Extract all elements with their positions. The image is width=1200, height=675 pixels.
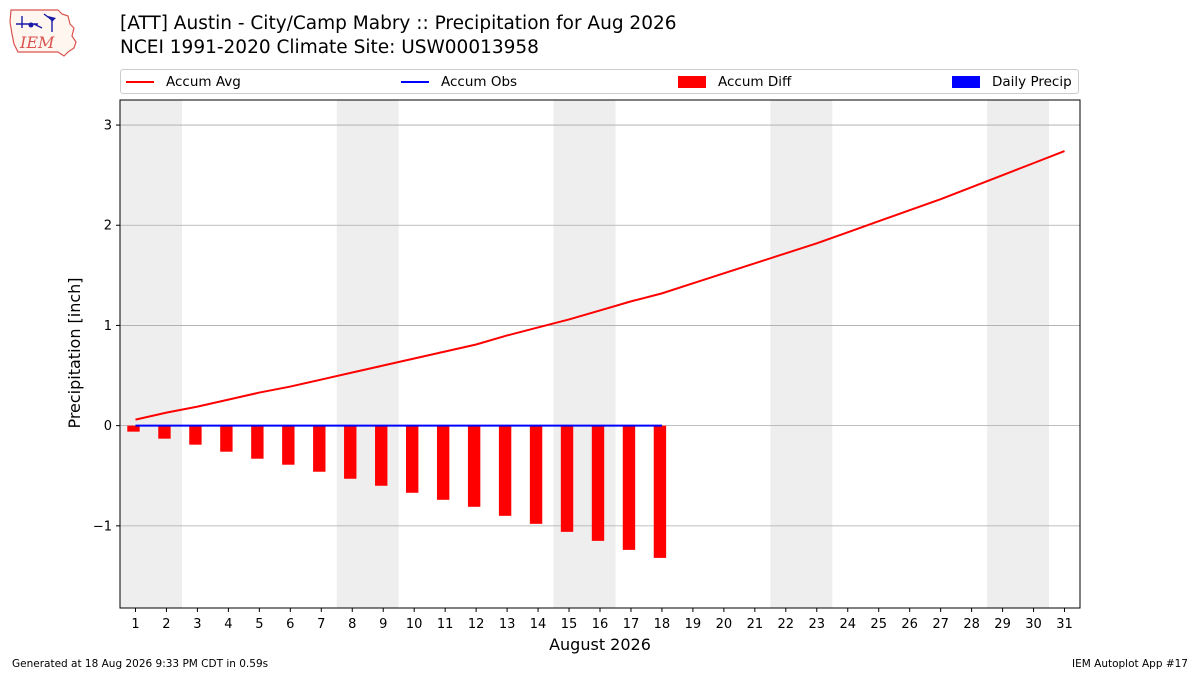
weekend-band [987, 100, 1050, 608]
x-tick-label: 8 [348, 617, 356, 632]
y-tick-label: −1 [93, 519, 112, 534]
x-tick-label: 17 [623, 617, 640, 632]
weekend-band [120, 100, 182, 608]
x-tick-label: 4 [224, 617, 232, 632]
accum-diff-bar [622, 425, 636, 550]
x-tick-label: 19 [685, 617, 702, 632]
chart-title: [ATT] Austin - City/Camp Mabry :: Precip… [120, 13, 677, 34]
weekend-band [336, 100, 399, 608]
x-tick-label: 24 [839, 617, 856, 632]
x-tick-label: 14 [530, 617, 547, 632]
legend-label-accum-avg: Accum Avg [166, 73, 241, 90]
legend-swatch-accum-diff [678, 75, 706, 88]
x-tick-label: 28 [963, 617, 980, 632]
accum-diff-bar [436, 425, 450, 500]
legend-swatch-accum-obs [401, 80, 429, 83]
x-tick-label: 20 [716, 617, 733, 632]
x-tick-label: 3 [193, 617, 201, 632]
y-tick-label: 2 [104, 219, 112, 234]
legend-swatch-accum-avg [126, 80, 154, 83]
y-axis-ticks: 3 2 1 0 −1 [93, 119, 120, 534]
x-tick-label: 18 [654, 617, 671, 632]
chart-legend: Accum Avg Accum Obs Accum Diff Daily Pre… [120, 69, 1079, 94]
x-tick-label: 7 [317, 617, 325, 632]
x-tick-label: 6 [286, 617, 294, 632]
accum-diff-bar [251, 425, 264, 459]
x-tick-label: 22 [778, 617, 795, 632]
accum-diff-bar [220, 425, 233, 452]
accum-diff-bar [158, 425, 171, 439]
x-tick-label: 10 [406, 617, 423, 632]
x-axis-ticks: 1 2 3 4 5 6 7 8 9 10 11 12 13 14 15 16 17 18 19 20 21 22 23 24 2… [131, 608, 1073, 632]
x-tick-label: 16 [592, 617, 609, 632]
x-tick-label: 30 [1025, 617, 1042, 632]
chart-subtitle: NCEI 1991-2020 Climate Site: USW00013958 [120, 37, 539, 58]
svg-text:IEM: IEM [19, 33, 55, 52]
legend-item-accum-diff: Accum Diff [678, 70, 791, 93]
weekend-band [770, 100, 833, 608]
accum-diff-bar [467, 425, 481, 507]
accum-avg-line [135, 150, 1065, 421]
accum-diff-bar [591, 425, 605, 541]
y-tick-label: 0 [104, 419, 112, 434]
x-tick-label: 12 [468, 617, 485, 632]
iem-logo: IEM [9, 9, 77, 57]
accum-diff-bars [127, 425, 667, 558]
accum-diff-bar [375, 425, 388, 486]
x-tick-label: 21 [747, 617, 764, 632]
x-tick-label: 1 [131, 617, 139, 632]
legend-label-accum-obs: Accum Obs [441, 73, 518, 90]
accum-diff-bar [498, 425, 512, 516]
x-tick-label: 5 [255, 617, 263, 632]
accum-diff-bar [560, 425, 574, 532]
x-tick-label: 2 [162, 617, 170, 632]
app-credit: IEM Autoplot App #17 [1072, 658, 1188, 670]
x-tick-label: 26 [901, 617, 918, 632]
legend-swatch-daily-precip [952, 75, 980, 88]
x-tick-label: 27 [932, 617, 949, 632]
generated-timestamp: Generated at 18 Aug 2026 9:33 PM CDT in … [12, 658, 269, 670]
accum-diff-bar [344, 425, 357, 479]
legend-item-daily-precip: Daily Precip [952, 70, 1072, 93]
accum-diff-bar [406, 425, 419, 493]
legend-item-accum-obs: Accum Obs [401, 70, 517, 93]
accum-diff-bar [529, 425, 543, 524]
x-tick-label: 31 [1056, 617, 1073, 632]
accum-diff-bar [313, 425, 326, 472]
accum-diff-bar [127, 425, 140, 432]
accum-diff-bar [653, 425, 667, 558]
y-tick-label: 1 [104, 319, 112, 334]
y-tick-label: 3 [104, 119, 112, 134]
x-tick-label: 9 [379, 617, 387, 632]
x-tick-label: 11 [437, 617, 454, 632]
x-tick-label: 15 [561, 617, 578, 632]
x-tick-label: 25 [870, 617, 887, 632]
y-axis-label: Precipitation [inch] [65, 277, 84, 428]
series-lines [135, 150, 1065, 427]
accum-diff-bar [282, 425, 295, 465]
legend-label-accum-diff: Accum Diff [718, 73, 792, 90]
legend-item-accum-avg: Accum Avg [126, 70, 241, 93]
x-axis-label: August 2026 [549, 635, 651, 654]
weekend-shading [120, 100, 1050, 608]
accum-diff-bar [189, 425, 202, 445]
x-tick-label: 13 [499, 617, 516, 632]
legend-label-daily-precip: Daily Precip [992, 73, 1072, 90]
x-tick-label: 29 [994, 617, 1011, 632]
x-tick-label: 23 [809, 617, 826, 632]
